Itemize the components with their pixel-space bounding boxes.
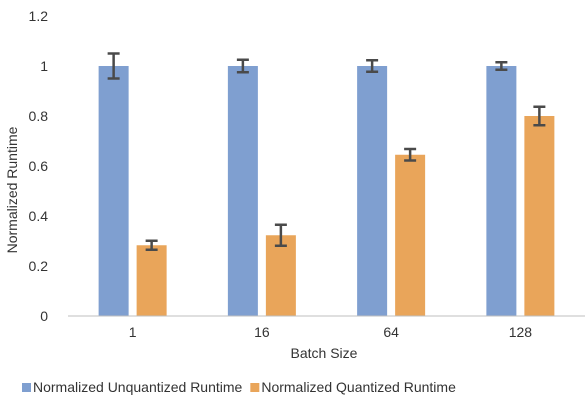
legend-item-unquantized: Normalized Unquantized Runtime xyxy=(22,379,243,395)
legend-swatch xyxy=(250,383,260,392)
x-tick-label: 16 xyxy=(254,324,270,340)
x-tick-label: 64 xyxy=(383,324,399,340)
error-bars xyxy=(107,52,546,251)
y-axis-title: Normalized Runtime xyxy=(4,126,20,253)
legend-label: Normalized Unquantized Runtime xyxy=(33,379,243,395)
y-tick-label: 0.4 xyxy=(29,208,49,224)
legend-item-quantized: Normalized Quantized Runtime xyxy=(250,379,456,395)
error-bar xyxy=(145,239,158,251)
error-bar xyxy=(495,61,508,71)
x-axis-ticks: 1 16 64 128 xyxy=(129,324,533,340)
error-bar xyxy=(236,58,249,74)
y-axis-ticks: 0 0.2 0.4 0.6 0.8 1 1.2 xyxy=(29,8,49,324)
bar-quantized xyxy=(524,116,555,316)
error-bar xyxy=(533,105,546,127)
legend-swatch xyxy=(22,383,31,392)
x-tick-label: 128 xyxy=(509,324,533,340)
y-tick-label: 0.2 xyxy=(29,258,49,274)
bar-quantized xyxy=(136,245,167,316)
bar-unquantized xyxy=(486,66,517,316)
bar-quantized xyxy=(395,154,426,316)
y-tick-label: 1 xyxy=(40,58,48,74)
x-tick-label: 1 xyxy=(129,324,137,340)
bar-unquantized xyxy=(98,66,129,316)
bar-quantized xyxy=(265,235,296,316)
error-bar xyxy=(107,52,120,80)
y-tick-label: 1.2 xyxy=(29,8,49,24)
y-tick-label: 0.8 xyxy=(29,108,49,124)
x-axis-title: Batch Size xyxy=(291,345,358,361)
bars xyxy=(98,66,555,316)
legend: Normalized Unquantized Runtime Normalized… xyxy=(22,379,456,395)
y-tick-label: 0.6 xyxy=(29,158,49,174)
error-bar xyxy=(404,147,417,162)
bar-unquantized xyxy=(357,66,388,316)
bar-unquantized xyxy=(227,66,258,316)
error-bar xyxy=(274,223,287,247)
error-bar xyxy=(366,59,379,73)
y-tick-label: 0 xyxy=(40,308,48,324)
legend-label: Normalized Quantized Runtime xyxy=(261,379,456,395)
